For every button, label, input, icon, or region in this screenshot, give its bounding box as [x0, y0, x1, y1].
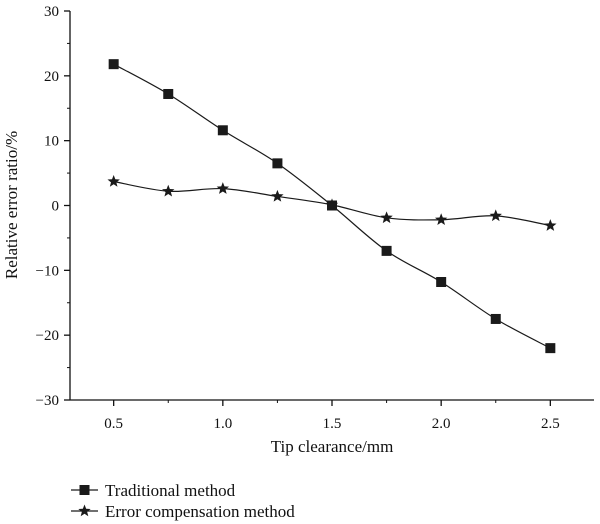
y-tick-label: −10	[36, 263, 59, 279]
data-point-star	[107, 175, 120, 187]
data-point-square	[381, 245, 392, 256]
data-point-square	[108, 59, 119, 70]
data-point-star	[544, 219, 557, 231]
x-tick-label: 1.5	[323, 416, 342, 432]
data-point-star	[162, 184, 175, 197]
legend-marker-star	[78, 504, 91, 517]
data-point-star	[216, 182, 230, 194]
y-tick-label: 20	[44, 69, 59, 85]
data-point-star	[489, 209, 502, 222]
x-axis-title: Tip clearance/mm	[271, 437, 394, 456]
x-tick-label: 0.5	[104, 416, 123, 432]
legend: Traditional method Error compensation met…	[71, 481, 295, 521]
series-layer	[107, 59, 557, 354]
series-compensation	[107, 175, 557, 231]
legend-item: Error compensation method	[71, 502, 295, 521]
data-point-square	[163, 88, 174, 99]
y-tick-label: −20	[36, 328, 59, 344]
legend-label: Error compensation method	[105, 502, 295, 521]
y-tick-label: 30	[44, 4, 59, 20]
legend-label: Traditional method	[105, 481, 236, 500]
plot-area: 30 20 10 0 −10 −20 −30 0.5 1.0 1.5 2.0 2.5	[36, 4, 594, 432]
y-tick-label: 0	[52, 199, 60, 215]
data-point-star	[271, 189, 284, 202]
data-point-star	[434, 213, 448, 226]
y-tick-label: 10	[44, 134, 59, 150]
legend-item: Traditional method	[71, 481, 236, 500]
data-point-square	[217, 125, 228, 136]
data-point-star	[380, 211, 393, 224]
x-tick-label: 2.0	[432, 416, 451, 432]
legend-marker-square	[79, 485, 90, 495]
data-point-square	[272, 158, 283, 169]
y-tick-label: −30	[36, 393, 59, 409]
x-axis-ticks: 0.5 1.0 1.5 2.0 2.5	[104, 400, 560, 432]
data-point-square	[490, 313, 501, 324]
y-axis-ticks: 30 20 10 0 −10 −20 −30	[36, 4, 70, 409]
data-point-star	[325, 198, 339, 211]
data-point-square	[545, 343, 556, 354]
x-tick-label: 1.0	[213, 416, 232, 432]
data-point-square	[436, 277, 447, 288]
x-tick-label: 2.5	[541, 416, 560, 432]
y-axis-title: Relative error ratio/%	[2, 131, 21, 279]
